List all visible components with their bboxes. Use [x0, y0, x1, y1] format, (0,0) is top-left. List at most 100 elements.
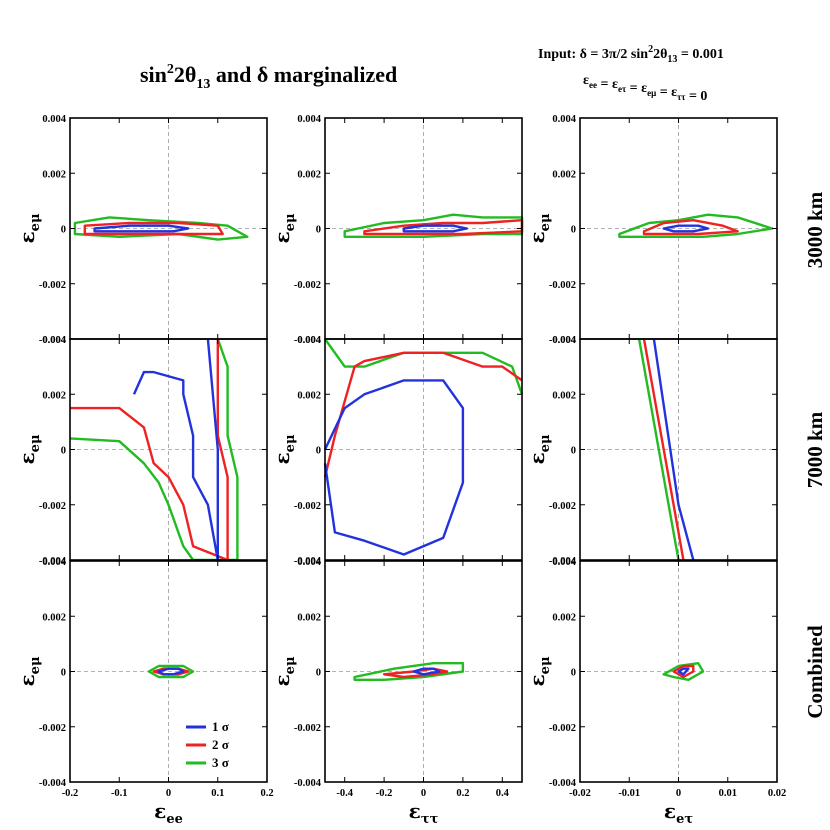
panel-r2-c2: 0.004 0.002 0 -0.002 -0.004 εeμ [525, 557, 778, 789]
x-tick-label: -0.2 [376, 788, 393, 799]
contour-1sigma-r0-c0 [93, 224, 190, 233]
row-label-7000km: 7000 km [803, 411, 827, 488]
contour-3sigma-r1-c0 [69, 338, 239, 562]
panel-grid: 0.0040.0020-0.002-0.004εeμ0.0040.0020-0.… [15, 114, 786, 827]
x-tick-label: 0.2 [456, 788, 469, 799]
y-tick-label: 0.004 [42, 335, 66, 346]
legend-label-1sigma: 1 σ [212, 719, 229, 734]
y-axis-label-base: ε [525, 452, 549, 464]
x-tick-label: -0.02 [569, 788, 591, 799]
y-tick-label: 0 [61, 225, 66, 236]
y-tick-label: -0.002 [294, 280, 321, 291]
y-axis-label-sub: eμ [28, 656, 43, 674]
y-axis-label-sub: eμ [283, 656, 298, 674]
y-tick-label: 0 [61, 446, 66, 457]
input-eps-part: = ε [597, 77, 618, 92]
row-label-combined: Combined [803, 625, 827, 719]
y-tick-label: 0.004 [552, 557, 576, 568]
contour-3sigma-r1-c2 [637, 338, 680, 561]
contour-1sigma-r0-c2 [662, 224, 710, 233]
contour-1sigma-r1-c2 [652, 338, 695, 561]
contour-2sigma-r1-c2 [642, 338, 685, 561]
contour-2sigma-r1-c0 [70, 339, 229, 562]
legend: 1 σ 2 σ 3 σ [186, 719, 229, 770]
panel-r2-c1: 0.004 0.002 0 -0.002 -0.004 εeμ [270, 557, 523, 789]
y-tick-label: 0 [571, 668, 576, 679]
y-axis-label-base: ε [15, 231, 39, 243]
y-tick-label: -0.002 [39, 280, 66, 291]
contour-3sigma-r0-c0 [73, 216, 249, 241]
input-eps-sub: eμ [647, 88, 656, 98]
x-axis-label: εeτ [664, 799, 693, 827]
input-eps-sub: ττ [677, 92, 686, 102]
x-tick-label: 0.02 [768, 788, 786, 799]
panel-r1-c2: 0.004 0.002 0 -0.002 -0.004 εeμ [525, 335, 778, 567]
y-axis-label-base: ε [525, 231, 549, 243]
y-axis-label-sub: eμ [538, 656, 553, 674]
figure-title: sin22θ13 and δ marginalized [140, 62, 397, 92]
x-tick-label: -0.1 [111, 788, 128, 799]
y-tick-label: -0.002 [549, 501, 576, 512]
y-tick-label: -0.002 [39, 723, 66, 734]
contour-1sigma-r1-c1 [323, 379, 465, 556]
x-tick-label: 0 [166, 788, 171, 799]
x-axis-label-base: ε [409, 799, 421, 823]
y-tick-label: 0 [571, 446, 576, 457]
x-tick-label: 0 [421, 788, 426, 799]
y-axis-label-base: ε [15, 674, 39, 686]
y-axis-label: εeμ [270, 213, 298, 243]
y-tick-label: 0 [61, 668, 66, 679]
x-tick-label: 0.01 [719, 788, 737, 799]
y-tick-label: 0.002 [552, 169, 576, 180]
input-eps-part: = ε [656, 85, 677, 100]
x-tick-label: -0.01 [618, 788, 640, 799]
contour-1sigma-r0-c1 [402, 224, 468, 233]
input-eps-part: = 0 [685, 89, 707, 104]
x-axis-label-sub: eτ [676, 812, 693, 827]
y-axis-label: εeμ [270, 656, 298, 686]
input-params-line1: Input: δ = 3π/2 sin22θ13 = 0.001 [538, 44, 724, 65]
y-axis-label-sub: eμ [28, 213, 43, 231]
y-axis-label: εeμ [15, 434, 43, 464]
y-tick-label: -0.004 [39, 778, 67, 789]
contour-1sigma-r1-c0 [132, 338, 220, 562]
y-axis-label-sub: eμ [283, 434, 298, 452]
y-tick-label: 0.004 [42, 557, 66, 568]
y-tick-label: 0.002 [552, 390, 576, 401]
x-tick-label: 0.4 [496, 788, 510, 799]
y-tick-label: 0.002 [42, 390, 66, 401]
y-axis-label-base: ε [270, 674, 294, 686]
panel-r1-c1: 0.004 0.002 0 -0.002 -0.004 εeμ [270, 335, 524, 567]
y-tick-label: 0.004 [297, 335, 321, 346]
x-axis-label-sub: ττ [421, 812, 439, 827]
y-tick-label: 0 [571, 225, 576, 236]
x-tick-label: 0.1 [211, 788, 224, 799]
y-tick-label: 0 [316, 668, 321, 679]
y-tick-label: 0.004 [297, 557, 321, 568]
contour-2sigma-r2-c2 [672, 664, 695, 679]
y-tick-label: 0.004 [42, 114, 66, 125]
panel-r0-c1: 0.004 0.002 0 -0.002 -0.004 εeμ [270, 114, 524, 346]
y-tick-label: 0.002 [42, 169, 66, 180]
y-axis-label-base: ε [270, 231, 294, 243]
y-tick-label: -0.004 [294, 778, 322, 789]
x-tick-label: 0.2 [260, 788, 273, 799]
input-eps-part: = ε [626, 81, 647, 96]
panel-r0-c0: 0.004 0.002 0 -0.002 -0.004 εeμ [15, 114, 268, 346]
input-eps-sub: ee [589, 80, 597, 90]
y-tick-label: 0.002 [297, 390, 321, 401]
y-axis-label-base: ε [525, 674, 549, 686]
y-tick-label: 0.002 [552, 612, 576, 623]
y-axis-label-sub: eμ [283, 213, 298, 231]
y-tick-label: -0.004 [549, 335, 577, 346]
contour-1sigma-r2-c0 [157, 667, 185, 676]
y-tick-label: 0 [316, 446, 321, 457]
x-tick-label: -0.2 [62, 788, 79, 799]
y-tick-label: 0.004 [297, 114, 321, 125]
y-tick-label: -0.002 [294, 501, 321, 512]
x-tick-label: -0.4 [336, 788, 353, 799]
y-tick-label: -0.004 [294, 556, 322, 567]
y-tick-label: -0.004 [549, 556, 577, 567]
y-tick-label: -0.002 [294, 723, 321, 734]
y-axis-label: εeμ [15, 656, 43, 686]
